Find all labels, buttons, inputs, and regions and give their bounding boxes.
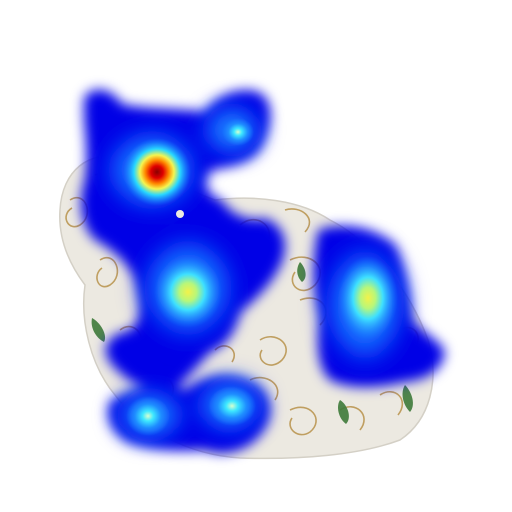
heatmap-overlay	[81, 89, 445, 454]
heatmap-hotspots	[123, 118, 398, 436]
heatmap-peak-hotspot	[123, 138, 191, 206]
heatmap-hotspot-front-foot	[126, 396, 170, 436]
heatmap-gap	[176, 210, 184, 218]
heatmap-hotspot-rear-foot	[208, 386, 256, 426]
heatmap-hotspot-body	[154, 256, 222, 328]
heatmap-hotspot-ear	[222, 118, 254, 146]
heatmap-hotspot-back	[338, 256, 398, 340]
